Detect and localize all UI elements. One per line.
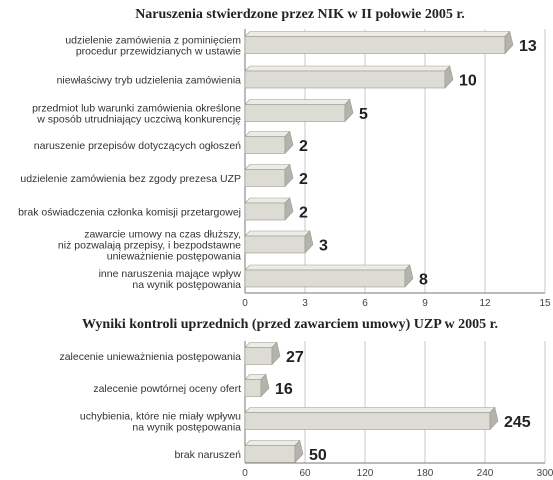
category-label-line: zawarcie umowy na czas dłuższy, bbox=[84, 229, 241, 241]
data-label: 2 bbox=[299, 171, 308, 188]
bar-top-face bbox=[244, 407, 496, 413]
data-label: 50 bbox=[309, 447, 327, 464]
bar-side-face bbox=[444, 65, 454, 89]
bar-side-face bbox=[271, 341, 281, 366]
x-tick-label: 60 bbox=[299, 468, 311, 479]
x-tick-label: 180 bbox=[417, 468, 434, 479]
x-tick-label: 300 bbox=[537, 468, 553, 479]
category-label-line: niewłaściwy tryb udzielenia zamówienia bbox=[57, 75, 242, 87]
category-label: zawarcie umowy na czas dłuższy, niż pozwa… bbox=[58, 229, 241, 263]
bar-top-face bbox=[244, 31, 511, 37]
category-label-line: procedur przewidzianych w ustawie bbox=[76, 46, 241, 58]
bar-side-face bbox=[284, 130, 294, 155]
bar bbox=[244, 445, 296, 463]
category-label-line: na wynik postępowania bbox=[132, 279, 241, 291]
data-label: 10 bbox=[459, 73, 477, 90]
bar bbox=[244, 235, 306, 254]
category-label-line: udzielenie zamówienia bez zgody prezesa … bbox=[20, 173, 241, 185]
bar-side-face bbox=[284, 163, 294, 188]
data-label: 2 bbox=[299, 138, 308, 155]
category-label: niewłaściwy tryb udzielenia zamówienia bbox=[57, 75, 242, 87]
category-label-line: przedmiot lub warunki zamówienia określo… bbox=[32, 103, 241, 115]
x-tick-label: 12 bbox=[479, 298, 491, 309]
category-label-line: zalecenie powtórnej oceny ofert bbox=[93, 383, 241, 395]
category-label-line: brak naruszeń bbox=[174, 449, 241, 461]
category-label-line: inne naruszenia mające wpływ bbox=[99, 268, 242, 280]
x-tick-label: 6 bbox=[362, 298, 368, 309]
chart-title: Wyniki kontroli uprzednich (przed zawarc… bbox=[82, 317, 498, 332]
category-label: zalecenie powtórnej oceny ofert bbox=[93, 383, 241, 395]
category-label: brak oświadczenia członka komisji przeta… bbox=[18, 207, 241, 219]
bar bbox=[244, 412, 491, 430]
x-tick-label: 0 bbox=[242, 298, 248, 309]
bar bbox=[244, 136, 286, 154]
category-label: brak naruszeń bbox=[174, 449, 241, 461]
chart-title: Naruszenia stwierdzone przez NIK w II po… bbox=[135, 7, 465, 22]
bar-side-face bbox=[489, 406, 499, 431]
bar bbox=[244, 269, 406, 288]
bar bbox=[244, 36, 506, 54]
data-label: 27 bbox=[286, 349, 304, 366]
bar-top-face bbox=[244, 164, 291, 170]
bar-top-face bbox=[244, 230, 311, 237]
x-tick-label: 0 bbox=[242, 468, 248, 479]
data-label: 3 bbox=[319, 238, 328, 255]
category-label: inne naruszenia mające wpływ na wynik pos… bbox=[99, 268, 242, 291]
bar-top-face bbox=[244, 99, 351, 105]
bar-side-face bbox=[284, 197, 294, 221]
bar-top-face bbox=[244, 342, 278, 348]
x-tick-label: 15 bbox=[539, 298, 551, 309]
category-label-line: w sposób utrudniający uczciwą konkurencj… bbox=[36, 114, 241, 126]
category-label: udzielenie zamówienia z pominięciem proce… bbox=[65, 35, 241, 58]
bar bbox=[244, 202, 286, 221]
x-tick-label: 240 bbox=[477, 468, 494, 479]
category-label-line: unieważnienie postępowania bbox=[107, 251, 241, 263]
data-label: 5 bbox=[359, 106, 368, 123]
x-tick-label: 120 bbox=[357, 468, 374, 479]
bar bbox=[244, 169, 286, 187]
category-label-line: na wynik postępowania bbox=[132, 422, 241, 434]
x-tick-label: 3 bbox=[302, 298, 308, 309]
bar-side-face bbox=[294, 439, 304, 464]
x-tick-label: 9 bbox=[422, 298, 428, 309]
chart-nik-violations: Naruszenia stwierdzone przez NIK w II po… bbox=[18, 7, 551, 309]
category-label: naruszenie przepisów dotyczących ogłosze… bbox=[34, 140, 241, 152]
category-label-line: udzielenie zamówienia z pominięciem bbox=[65, 35, 241, 47]
category-label-line: niż pozwalają przepisy, i bezpodstawne bbox=[58, 240, 241, 252]
data-label: 245 bbox=[504, 414, 531, 431]
bar-side-face bbox=[260, 373, 270, 398]
bar-top-face bbox=[244, 131, 291, 137]
bar-side-face bbox=[404, 264, 414, 288]
data-label: 8 bbox=[419, 272, 428, 289]
category-label-line: brak oświadczenia członka komisji przeta… bbox=[18, 207, 241, 219]
bar-top-face bbox=[244, 440, 301, 446]
bar-top-face bbox=[244, 264, 411, 271]
category-label: przedmiot lub warunki zamówienia określo… bbox=[32, 103, 241, 126]
bar-top-face bbox=[244, 197, 291, 204]
bar-side-face bbox=[304, 230, 314, 254]
category-label-line: zalecenie unieważnienia postępowania bbox=[59, 351, 241, 363]
category-label: uchybienia, które nie miały wpływu na wyn… bbox=[80, 411, 241, 434]
bar bbox=[244, 347, 273, 365]
category-label: udzielenie zamówienia bez zgody prezesa … bbox=[20, 173, 241, 185]
bar-top-face bbox=[244, 65, 451, 72]
chart-uzp-control-results: Wyniki kontroli uprzednich (przed zawarc… bbox=[59, 317, 553, 479]
category-label-line: uchybienia, które nie miały wpływu bbox=[80, 411, 241, 423]
data-label: 2 bbox=[299, 205, 308, 222]
bar bbox=[244, 104, 346, 122]
bar bbox=[244, 379, 262, 397]
bar bbox=[244, 70, 446, 89]
bar-side-face bbox=[344, 98, 354, 123]
data-label: 13 bbox=[519, 38, 537, 55]
data-label: 16 bbox=[275, 381, 293, 398]
category-label: zalecenie unieważnienia postępowania bbox=[59, 351, 241, 363]
category-label-line: naruszenie przepisów dotyczących ogłosze… bbox=[34, 140, 241, 152]
bar-side-face bbox=[504, 30, 514, 55]
